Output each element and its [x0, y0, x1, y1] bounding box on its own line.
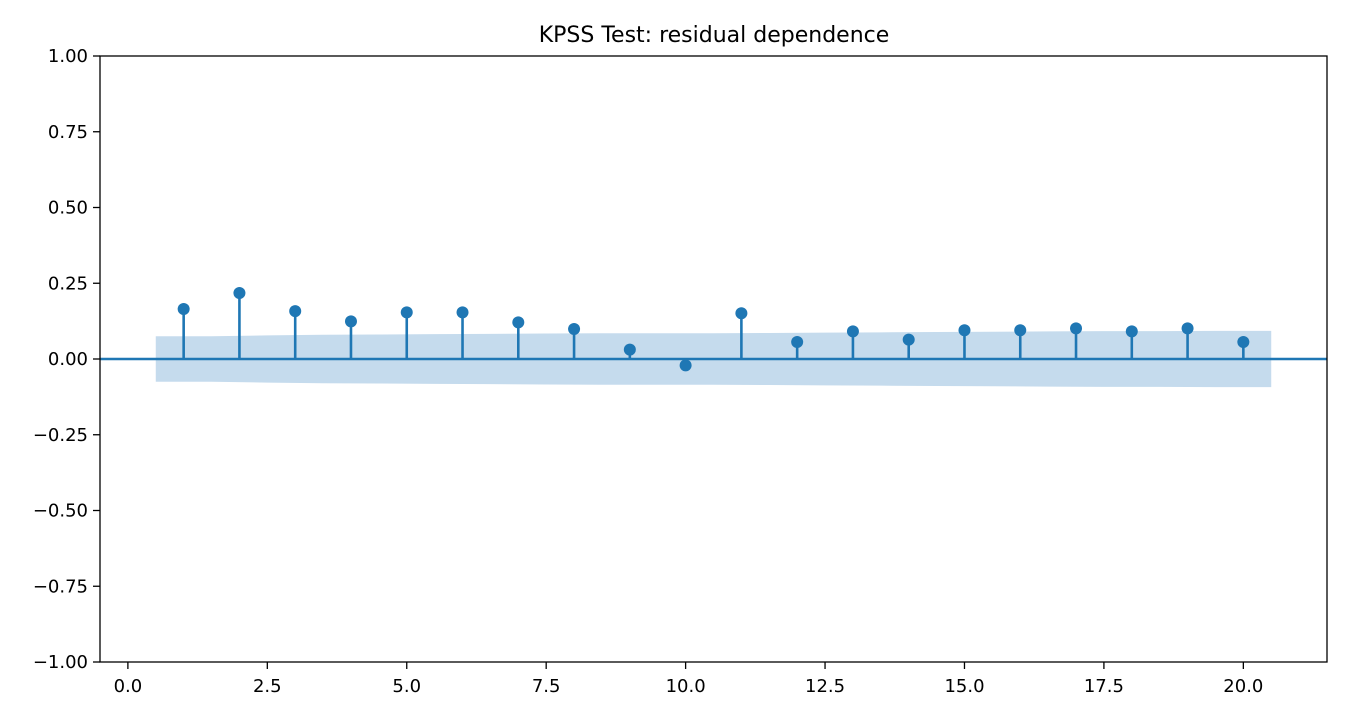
y-tick-label: 0.25 — [48, 273, 88, 294]
point-12 — [791, 336, 804, 349]
y-tick-label: −0.50 — [33, 501, 88, 522]
point-3 — [289, 305, 302, 318]
point-5 — [400, 306, 413, 319]
point-11 — [735, 307, 748, 320]
chart-title: KPSS Test: residual dependence — [539, 23, 890, 48]
point-8 — [568, 323, 581, 336]
point-7 — [512, 316, 525, 329]
x-tick-label: 12.5 — [805, 676, 845, 697]
y-tick-label: −0.25 — [33, 425, 88, 446]
point-4 — [344, 315, 357, 328]
y-axis: −1.00 −0.75 −0.50 −0.25 0.00 0.25 0.50 0.75 1.00 — [33, 46, 100, 673]
point-17 — [1070, 322, 1083, 335]
x-tick-label: 17.5 — [1084, 676, 1124, 697]
point-19 — [1181, 322, 1194, 335]
x-tick-label: 2.5 — [253, 676, 282, 697]
y-tick-label: 0.50 — [48, 198, 88, 219]
x-tick-label: 20.0 — [1223, 676, 1263, 697]
plot-area — [100, 286, 1327, 388]
y-tick-label: −0.75 — [33, 576, 88, 597]
y-tick-label: 0.00 — [48, 349, 88, 370]
point-18 — [1125, 325, 1138, 338]
y-tick-label: −1.00 — [33, 652, 88, 673]
point-10 — [679, 359, 692, 372]
y-tick-label: 1.00 — [48, 46, 88, 67]
point-13 — [846, 325, 859, 338]
point-16 — [1014, 324, 1027, 337]
markers-group — [177, 286, 1250, 372]
point-20 — [1237, 336, 1250, 349]
x-tick-label: 0.0 — [114, 676, 143, 697]
x-axis: 0.0 2.5 5.0 7.5 10.0 12.5 15.0 17.5 20.0 — [114, 662, 1263, 697]
y-tick-label: 0.75 — [48, 122, 88, 143]
point-9 — [623, 343, 636, 356]
x-tick-label: 5.0 — [392, 676, 421, 697]
point-2 — [233, 286, 246, 299]
x-tick-label: 10.0 — [666, 676, 706, 697]
x-tick-label: 7.5 — [532, 676, 561, 697]
point-15 — [958, 324, 971, 337]
x-tick-label: 15.0 — [944, 676, 984, 697]
point-14 — [902, 333, 915, 346]
point-1 — [177, 303, 190, 316]
point-6 — [456, 306, 469, 319]
